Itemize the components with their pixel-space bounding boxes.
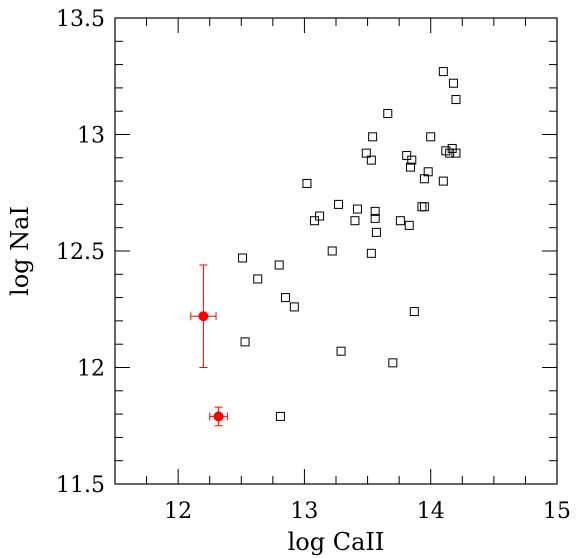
x-axis-label: log CaII xyxy=(288,528,385,556)
data-point xyxy=(275,411,285,421)
data-point xyxy=(423,167,433,177)
data-point xyxy=(310,216,320,226)
data-point xyxy=(213,411,224,422)
data-point xyxy=(370,206,380,216)
data-point xyxy=(383,109,393,119)
data-point xyxy=(451,148,461,158)
x-tick-label: 15 xyxy=(543,499,571,524)
data-point xyxy=(395,216,405,226)
data-point xyxy=(352,204,362,214)
data-point xyxy=(404,220,414,230)
data-point xyxy=(366,155,376,165)
data-point xyxy=(280,293,290,303)
y-axis-label: log NaI xyxy=(6,206,34,296)
data-point xyxy=(198,311,209,322)
y-tick-label: 11.5 xyxy=(56,473,105,498)
data-point xyxy=(315,211,325,221)
data-point xyxy=(370,213,380,223)
data-point xyxy=(438,176,448,186)
x-tick-label: 13 xyxy=(290,499,318,524)
data-point xyxy=(240,337,250,347)
x-tick-label: 12 xyxy=(164,499,192,524)
data-point xyxy=(334,199,344,209)
data-point xyxy=(371,227,381,237)
data-point xyxy=(402,150,412,160)
y-tick-label: 13.5 xyxy=(56,7,105,32)
data-point xyxy=(451,95,461,105)
data-point xyxy=(253,274,263,284)
data-points xyxy=(190,67,461,427)
data-point xyxy=(366,248,376,258)
data-point xyxy=(289,302,299,312)
data-point xyxy=(417,202,427,212)
data-point xyxy=(448,78,458,88)
y-tick-label: 12.5 xyxy=(56,240,105,265)
data-point xyxy=(406,162,416,172)
data-point xyxy=(361,148,371,158)
data-point xyxy=(438,67,448,77)
data-point xyxy=(409,307,419,317)
data-point xyxy=(445,148,455,158)
data-point xyxy=(388,358,398,368)
data-point xyxy=(238,253,248,263)
tick-labels: 12 13 14 15 11.5 12 12.5 13 13.5 xyxy=(56,7,571,524)
axis-ticks xyxy=(114,17,558,485)
data-point xyxy=(302,178,312,188)
data-point xyxy=(407,155,417,165)
y-tick-label: 13 xyxy=(77,124,105,149)
x-tick-label: 14 xyxy=(417,499,445,524)
y-tick-label: 12 xyxy=(77,357,105,382)
data-point xyxy=(350,216,360,226)
data-point-errorbar xyxy=(209,406,228,427)
data-point xyxy=(419,202,429,212)
data-point xyxy=(336,346,346,356)
data-point xyxy=(327,246,337,256)
data-point xyxy=(426,132,436,142)
data-point xyxy=(368,132,378,142)
data-point xyxy=(274,260,284,270)
data-point-errorbar xyxy=(190,264,217,368)
